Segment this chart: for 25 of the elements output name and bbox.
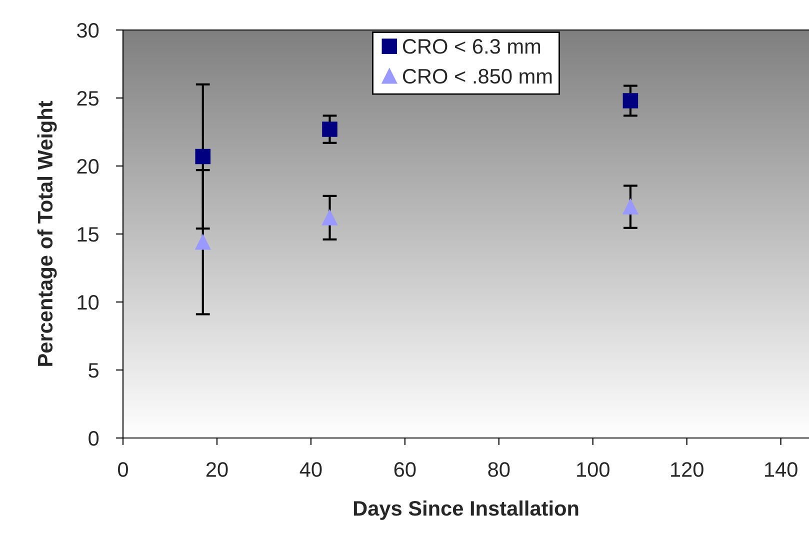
- x-tick-label: 100: [577, 462, 610, 477]
- point: [195, 148, 211, 164]
- point: [622, 199, 638, 214]
- y-tick-label: 0: [88, 431, 99, 446]
- x-tick-label: 140: [765, 462, 798, 477]
- y-axis-title: Percentage of Total Weight: [37, 100, 57, 366]
- y-tick-label: 30: [77, 23, 99, 38]
- y-tick-label: 15: [78, 227, 99, 242]
- point: [622, 93, 638, 108]
- y-tick-label: 20: [77, 159, 99, 174]
- point: [195, 234, 211, 250]
- legend-label: CRO < 6.3 mm: [402, 39, 540, 54]
- x-tick-label: 20: [206, 462, 228, 477]
- x-tick-label: 0: [118, 462, 128, 477]
- x-tick-label: 120: [671, 462, 704, 477]
- y-tick-label: 25: [77, 91, 99, 106]
- x-tick-label: 80: [488, 462, 510, 477]
- x-tick-label: 40: [300, 462, 322, 477]
- legend-label: CRO < .850 mm: [402, 68, 552, 84]
- x-axis-title: Days Since Installation: [354, 500, 578, 520]
- point: [322, 122, 338, 137]
- point: [322, 210, 338, 226]
- x-tick-label: 60: [394, 462, 416, 477]
- y-tick-label: 10: [78, 295, 99, 310]
- y-tick-label: 5: [88, 363, 99, 378]
